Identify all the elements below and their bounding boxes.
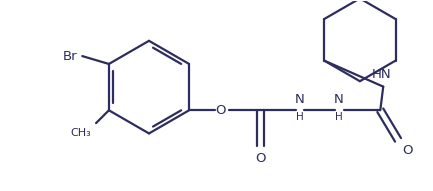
Text: O: O — [215, 104, 226, 117]
Text: CH₃: CH₃ — [71, 128, 91, 138]
Text: HN: HN — [372, 68, 391, 81]
Text: O: O — [255, 152, 265, 165]
Text: Br: Br — [63, 50, 78, 63]
Text: H: H — [296, 112, 304, 122]
Text: N: N — [294, 93, 304, 106]
Text: H: H — [335, 112, 343, 122]
Text: O: O — [402, 144, 413, 157]
Text: N: N — [334, 93, 344, 106]
